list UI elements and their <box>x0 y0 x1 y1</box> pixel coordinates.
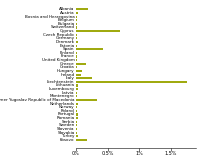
Bar <box>76 117 78 119</box>
Bar <box>76 121 77 123</box>
Bar <box>76 41 78 43</box>
Bar <box>76 34 77 36</box>
Bar <box>76 132 77 134</box>
Bar <box>76 135 78 137</box>
Bar <box>76 99 97 101</box>
Bar <box>76 73 81 76</box>
Bar <box>76 66 77 68</box>
Bar <box>76 124 77 126</box>
Bar <box>76 128 77 130</box>
Bar <box>76 30 120 32</box>
Bar <box>76 45 77 47</box>
Bar <box>76 88 78 90</box>
Bar <box>76 106 77 108</box>
Bar <box>76 139 87 141</box>
Bar <box>76 48 103 50</box>
Bar <box>76 19 77 21</box>
Bar <box>76 92 77 94</box>
Bar <box>76 12 78 14</box>
Bar <box>76 102 78 105</box>
Bar <box>76 16 77 18</box>
Bar <box>76 110 77 112</box>
Bar <box>76 37 77 40</box>
Bar <box>76 70 82 72</box>
Bar <box>76 8 88 10</box>
Bar <box>76 113 78 116</box>
Bar <box>76 55 77 58</box>
Bar <box>76 52 77 54</box>
Bar <box>76 63 86 65</box>
Bar <box>76 77 92 79</box>
Bar <box>76 81 187 83</box>
Bar <box>76 59 77 61</box>
Bar <box>76 26 77 29</box>
Bar <box>76 95 77 97</box>
Bar <box>76 23 77 25</box>
Bar <box>76 84 78 87</box>
